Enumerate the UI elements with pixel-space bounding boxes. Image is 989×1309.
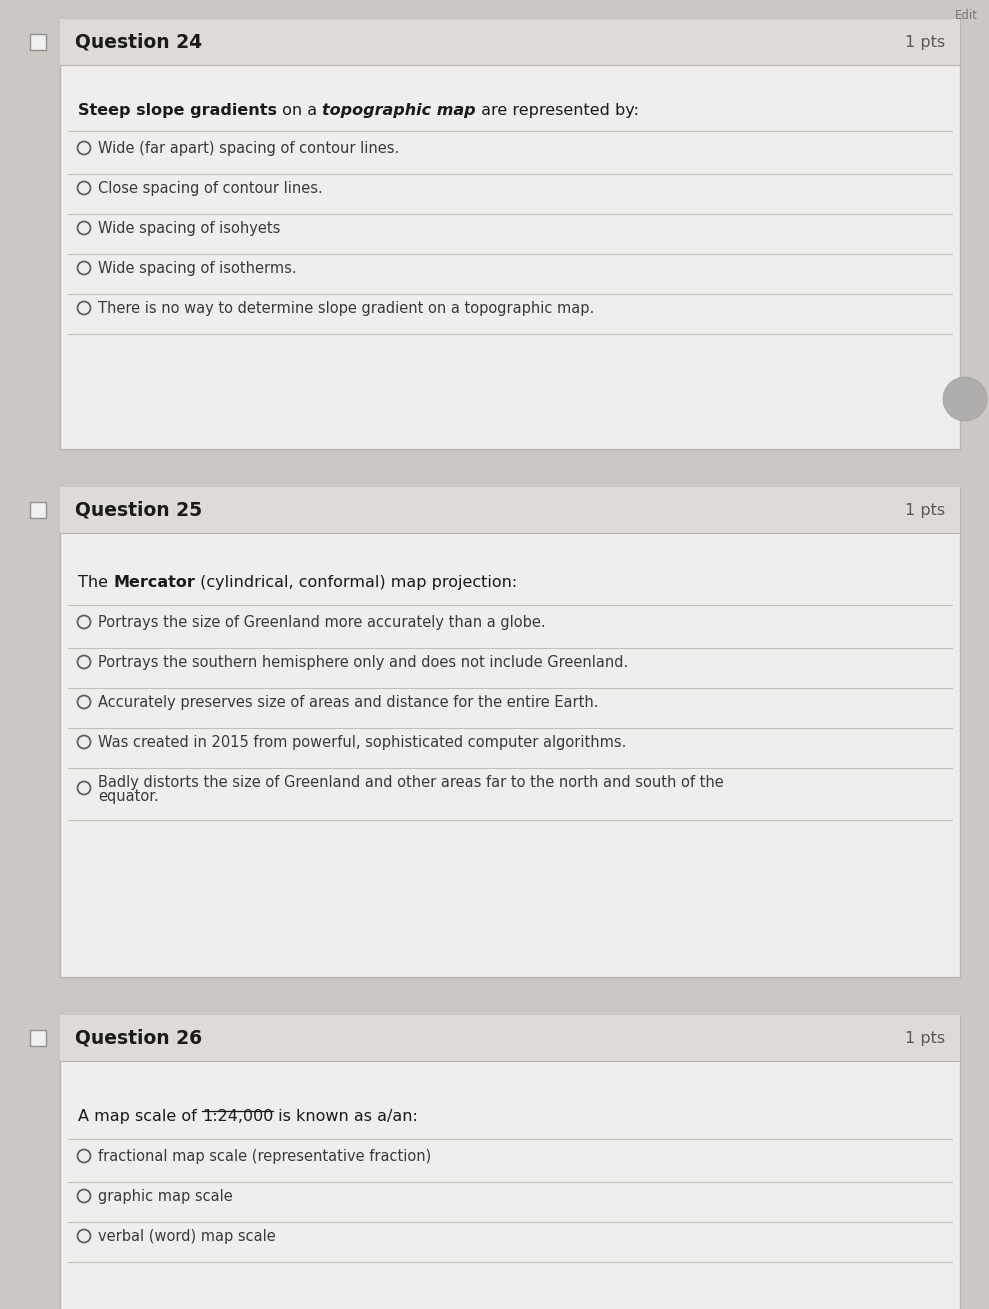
FancyBboxPatch shape xyxy=(60,20,960,449)
Text: Question 25: Question 25 xyxy=(75,500,202,520)
FancyBboxPatch shape xyxy=(60,487,960,533)
Text: Portrays the southern hemisphere only and does not include Greenland.: Portrays the southern hemisphere only an… xyxy=(98,654,628,669)
Circle shape xyxy=(943,377,987,421)
Text: Edit: Edit xyxy=(955,9,978,22)
Text: graphic map scale: graphic map scale xyxy=(98,1189,232,1203)
FancyBboxPatch shape xyxy=(30,34,46,50)
Text: on a: on a xyxy=(277,103,322,118)
Text: are represented by:: are represented by: xyxy=(476,103,639,118)
Text: Portrays the size of Greenland more accurately than a globe.: Portrays the size of Greenland more accu… xyxy=(98,614,546,630)
FancyBboxPatch shape xyxy=(60,20,960,65)
Text: Was created in 2015 from powerful, sophisticated computer algorithms.: Was created in 2015 from powerful, sophi… xyxy=(98,734,626,750)
FancyBboxPatch shape xyxy=(60,1014,960,1062)
Text: is known as a/an:: is known as a/an: xyxy=(273,1109,418,1124)
Text: Question 24: Question 24 xyxy=(75,33,202,51)
Text: Mercator: Mercator xyxy=(113,575,195,590)
Text: Close spacing of contour lines.: Close spacing of contour lines. xyxy=(98,181,322,195)
Text: (cylindrical, conformal) map projection:: (cylindrical, conformal) map projection: xyxy=(195,575,517,590)
Text: Wide spacing of isotherms.: Wide spacing of isotherms. xyxy=(98,260,297,275)
Text: Steep slope gradients: Steep slope gradients xyxy=(78,103,277,118)
Text: topographic map: topographic map xyxy=(322,103,476,118)
Text: verbal (word) map scale: verbal (word) map scale xyxy=(98,1229,276,1244)
FancyBboxPatch shape xyxy=(60,1014,960,1309)
Text: Badly distorts the size of Greenland and other areas far to the north and south : Badly distorts the size of Greenland and… xyxy=(98,775,724,789)
FancyBboxPatch shape xyxy=(30,501,46,518)
Text: A map scale of: A map scale of xyxy=(78,1109,202,1124)
Text: 1 pts: 1 pts xyxy=(905,1030,945,1046)
Text: Accurately preserves size of areas and distance for the entire Earth.: Accurately preserves size of areas and d… xyxy=(98,695,598,709)
FancyBboxPatch shape xyxy=(60,487,960,977)
Text: 1 pts: 1 pts xyxy=(905,503,945,517)
Text: Wide (far apart) spacing of contour lines.: Wide (far apart) spacing of contour line… xyxy=(98,140,400,156)
Text: 1:24,000: 1:24,000 xyxy=(202,1109,273,1124)
Text: Question 26: Question 26 xyxy=(75,1029,202,1047)
Text: Wide spacing of isohyets: Wide spacing of isohyets xyxy=(98,220,280,236)
FancyBboxPatch shape xyxy=(30,1030,46,1046)
Text: The: The xyxy=(78,575,113,590)
Text: fractional map scale (representative fraction): fractional map scale (representative fra… xyxy=(98,1148,431,1164)
Text: equator.: equator. xyxy=(98,788,159,804)
Text: There is no way to determine slope gradient on a topographic map.: There is no way to determine slope gradi… xyxy=(98,301,594,315)
Text: 1 pts: 1 pts xyxy=(905,34,945,50)
